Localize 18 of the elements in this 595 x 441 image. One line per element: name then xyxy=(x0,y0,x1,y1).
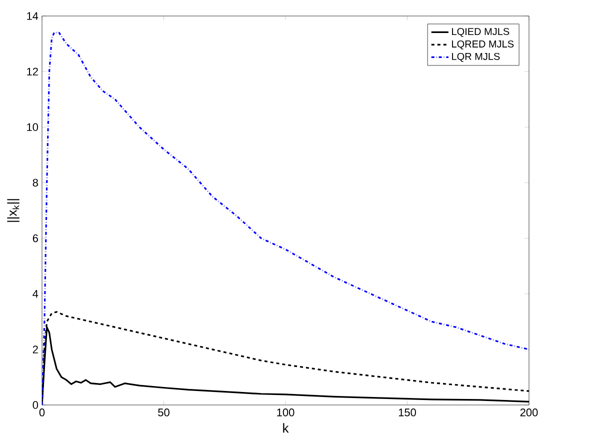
x-tick-label: 50 xyxy=(158,408,170,416)
x-axis-title: k xyxy=(283,423,289,433)
x-tick-label: 100 xyxy=(277,408,294,416)
y-tick-label: 0 xyxy=(32,401,38,409)
x-tick-label: 200 xyxy=(520,408,538,416)
y-tick-label: 14 xyxy=(27,12,38,20)
y-tick-label: 12 xyxy=(27,68,38,76)
legend-label: LQR MJLS xyxy=(452,52,500,62)
y-axis-title: ||x$_{k}$|| xyxy=(7,199,20,222)
legend-label: LQIED MJLS xyxy=(452,28,510,37)
x-tick-label: 150 xyxy=(398,408,416,416)
y-tick-label: 10 xyxy=(27,123,38,132)
y-tick-label: 2 xyxy=(32,346,38,354)
y-tick-label: 8 xyxy=(32,178,38,187)
x-tick-label: 0 xyxy=(39,408,45,416)
legend-label: LQRED MJLS xyxy=(452,40,514,50)
y-tick-label: 6 xyxy=(32,234,38,242)
y-tick-label: 4 xyxy=(32,290,38,298)
